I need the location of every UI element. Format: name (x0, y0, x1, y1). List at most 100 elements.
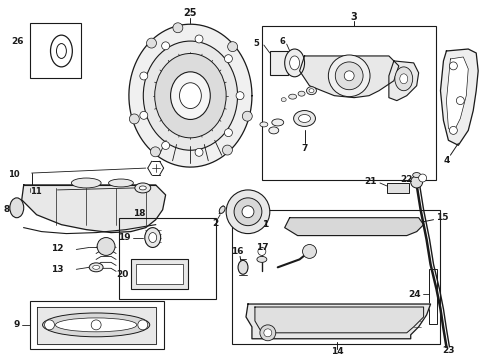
Circle shape (224, 129, 232, 136)
Ellipse shape (328, 55, 370, 96)
Bar (30, 301, 164, 349)
Ellipse shape (272, 119, 284, 126)
Text: 22: 22 (400, 175, 413, 184)
Text: 7: 7 (301, 144, 308, 153)
Ellipse shape (109, 179, 133, 187)
Circle shape (147, 38, 156, 48)
Circle shape (449, 62, 457, 70)
Bar (387, 183, 409, 193)
Polygon shape (129, 24, 252, 167)
Bar (262, 26, 436, 180)
Ellipse shape (149, 233, 157, 243)
Text: 10: 10 (8, 170, 20, 179)
Bar (119, 218, 216, 299)
Ellipse shape (50, 35, 73, 67)
Circle shape (456, 96, 465, 105)
Ellipse shape (139, 186, 147, 190)
Ellipse shape (89, 263, 103, 272)
Ellipse shape (56, 44, 66, 58)
Ellipse shape (219, 206, 225, 213)
Text: 13: 13 (51, 265, 63, 274)
Bar (270, 51, 288, 75)
Circle shape (224, 55, 232, 63)
Circle shape (258, 247, 266, 255)
Ellipse shape (171, 72, 210, 120)
Ellipse shape (179, 83, 201, 109)
Polygon shape (37, 307, 156, 344)
Polygon shape (446, 57, 468, 132)
Text: 6: 6 (280, 37, 286, 46)
Text: 3: 3 (351, 12, 358, 22)
Circle shape (236, 92, 244, 100)
Circle shape (411, 176, 422, 188)
Ellipse shape (238, 260, 248, 274)
Circle shape (162, 42, 170, 50)
Polygon shape (255, 307, 424, 333)
Circle shape (45, 320, 54, 330)
Ellipse shape (281, 98, 286, 102)
Ellipse shape (298, 91, 305, 96)
Text: 23: 23 (442, 346, 455, 355)
Circle shape (195, 148, 203, 156)
Ellipse shape (290, 56, 299, 70)
Circle shape (173, 23, 183, 33)
Text: 24: 24 (408, 289, 420, 298)
Text: 1: 1 (262, 220, 268, 229)
Text: 9: 9 (13, 320, 20, 329)
Ellipse shape (395, 67, 413, 91)
Bar (30, 23, 81, 78)
Text: 4: 4 (443, 156, 450, 165)
Circle shape (228, 42, 238, 51)
Text: 14: 14 (331, 347, 343, 356)
Circle shape (260, 325, 276, 341)
Text: 12: 12 (51, 244, 63, 253)
Ellipse shape (72, 178, 101, 188)
Text: 18: 18 (133, 209, 145, 218)
Ellipse shape (335, 62, 363, 90)
Polygon shape (285, 218, 424, 235)
Bar (136, 264, 183, 284)
Text: 2: 2 (212, 219, 219, 228)
Ellipse shape (93, 265, 99, 269)
Ellipse shape (55, 318, 137, 332)
Polygon shape (389, 61, 418, 100)
Circle shape (449, 126, 457, 134)
Polygon shape (441, 49, 478, 145)
Ellipse shape (298, 114, 311, 122)
Text: 25: 25 (184, 8, 197, 18)
Ellipse shape (135, 183, 151, 193)
Text: 16: 16 (231, 247, 244, 256)
Bar (429, 269, 437, 324)
Text: 15: 15 (437, 213, 449, 222)
Ellipse shape (400, 74, 408, 84)
Ellipse shape (43, 313, 150, 337)
Ellipse shape (307, 87, 317, 95)
Circle shape (243, 111, 252, 121)
Circle shape (140, 72, 148, 80)
Polygon shape (246, 304, 431, 339)
Text: 20: 20 (117, 270, 129, 279)
Text: 8: 8 (3, 205, 10, 214)
Polygon shape (299, 56, 399, 98)
Circle shape (140, 111, 148, 119)
Ellipse shape (257, 256, 267, 262)
Ellipse shape (143, 41, 238, 150)
Text: 21: 21 (365, 177, 377, 186)
Circle shape (302, 244, 317, 258)
Text: 17: 17 (256, 243, 268, 252)
Circle shape (242, 206, 254, 218)
Ellipse shape (344, 71, 354, 81)
Circle shape (91, 320, 101, 330)
Text: 19: 19 (118, 233, 131, 242)
Text: 5: 5 (253, 39, 259, 48)
Ellipse shape (10, 198, 24, 218)
Circle shape (129, 114, 139, 124)
Circle shape (264, 329, 272, 337)
Ellipse shape (309, 89, 314, 93)
Circle shape (418, 174, 427, 182)
Text: 11: 11 (30, 188, 42, 197)
Polygon shape (22, 185, 166, 233)
Bar (131, 260, 189, 289)
Ellipse shape (269, 127, 279, 134)
Ellipse shape (145, 228, 161, 247)
